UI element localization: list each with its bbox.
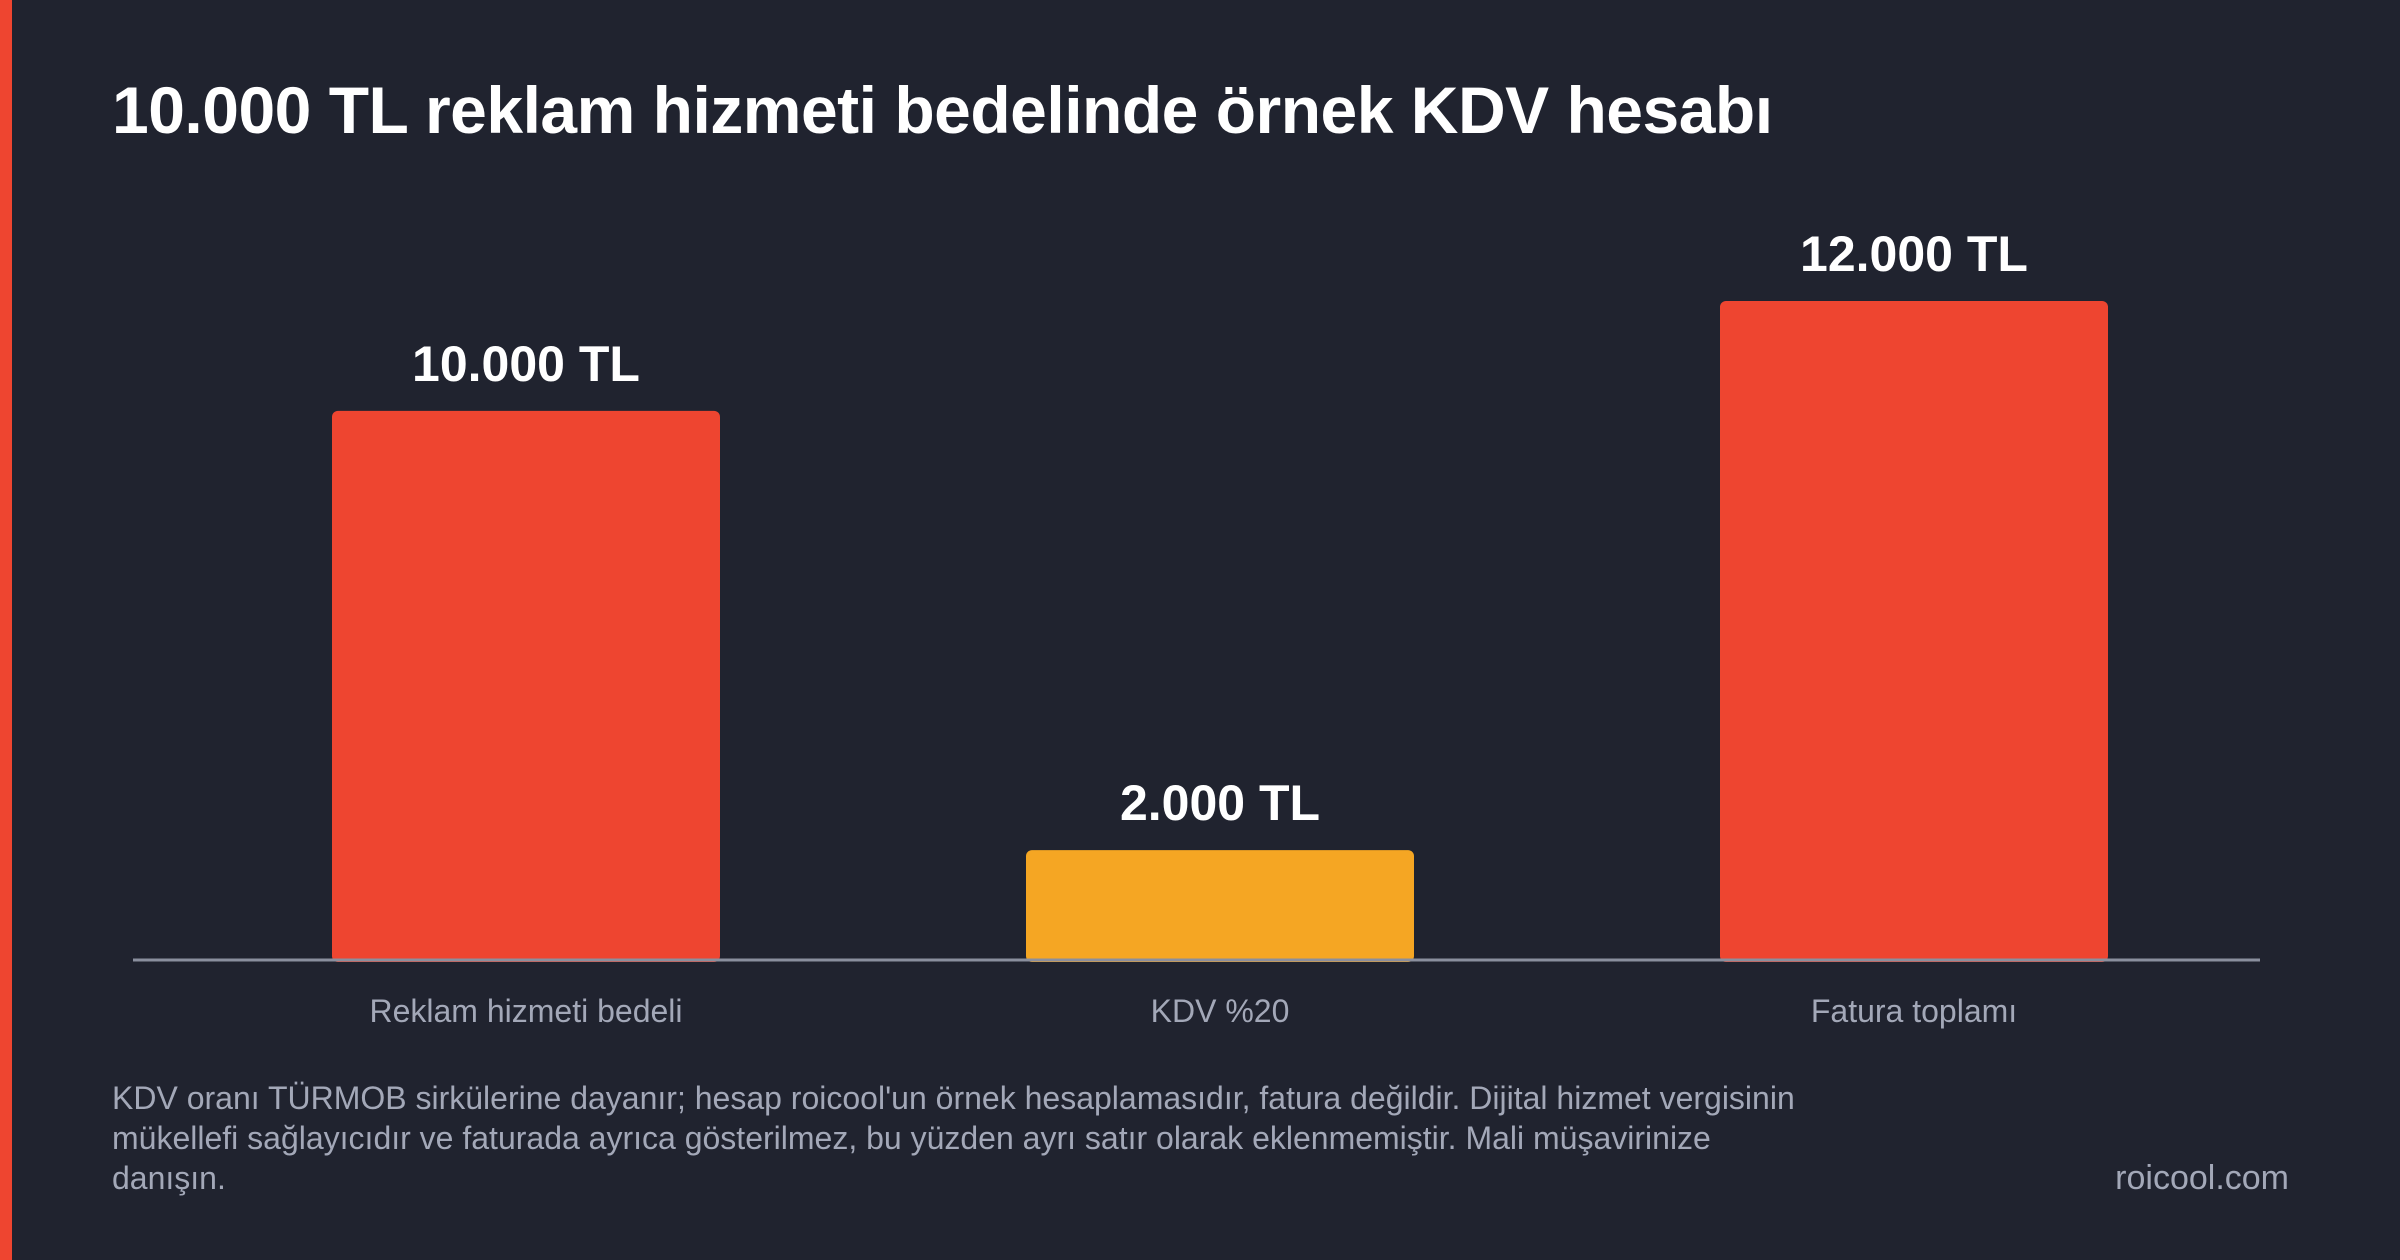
value-label-3: 12.000 TL [1800, 226, 2028, 282]
category-label-2: KDV %20 [1151, 993, 1290, 1029]
value-label-1: 10.000 TL [412, 336, 640, 392]
value-label-2: 2.000 TL [1120, 775, 1320, 831]
brand-label: roicool.com [2115, 1159, 2289, 1197]
bar-2 [1026, 850, 1414, 962]
accent-stripe [0, 0, 12, 1260]
bar-1 [332, 410, 720, 962]
footnote: KDV oranı TÜRMOB sirkülerine dayanır; he… [112, 1080, 1795, 1196]
chart-title: 10.000 TL reklam hizmeti bedelinde örnek… [112, 73, 1773, 147]
category-label-3: Fatura toplamı [1811, 993, 2017, 1029]
bar-3 [1720, 301, 2108, 962]
category-label-1: Reklam hizmeti bedeli [369, 993, 682, 1029]
